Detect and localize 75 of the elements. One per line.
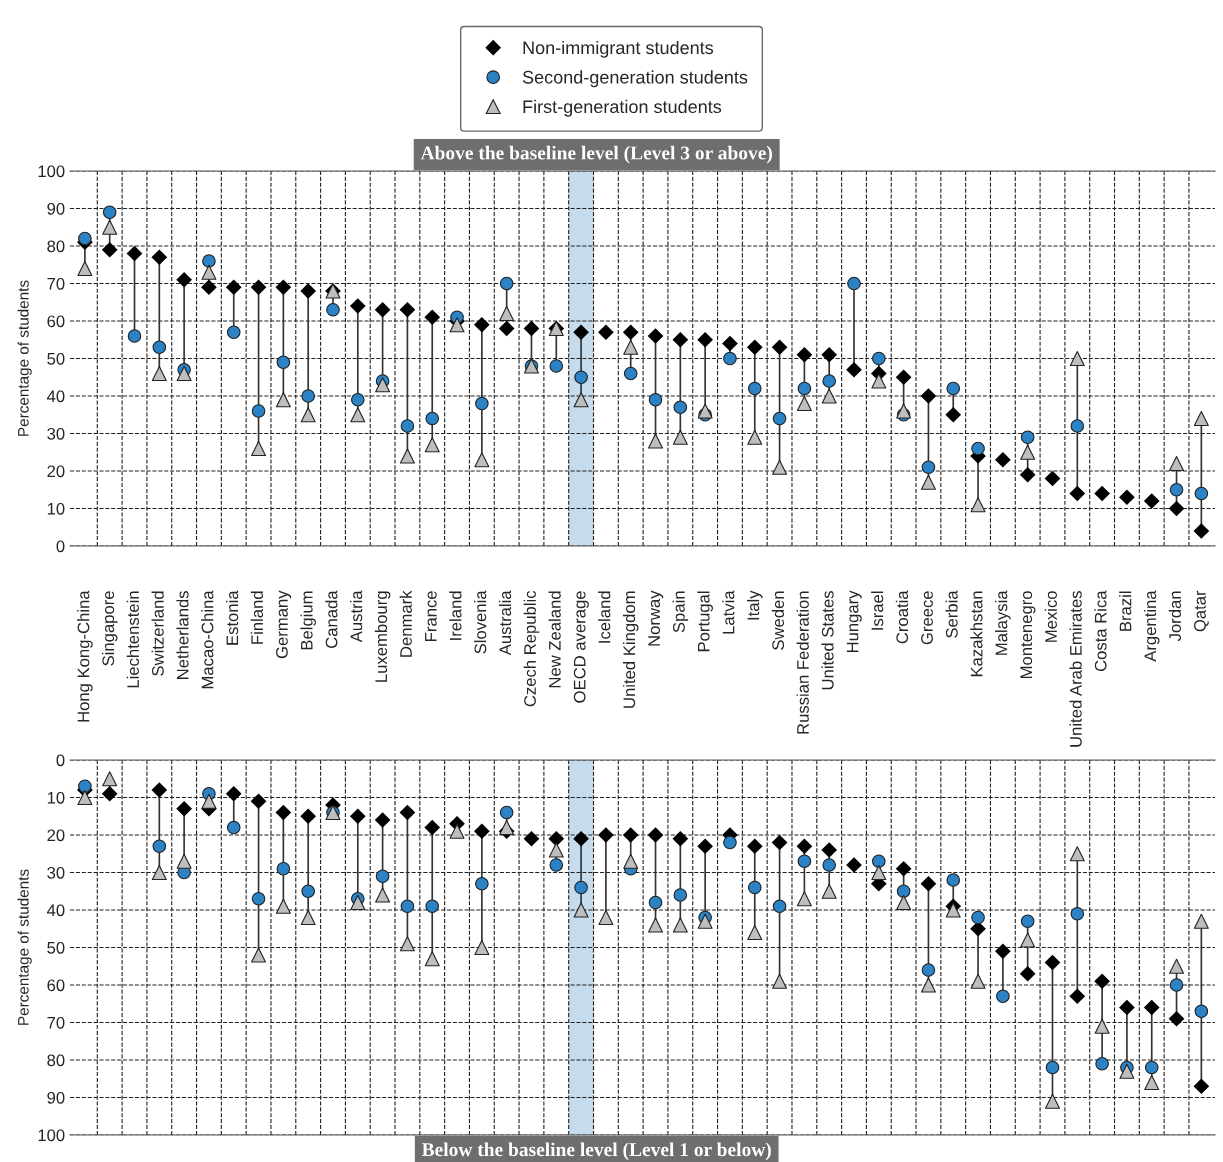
y-tick-label: 70	[47, 1016, 65, 1029]
x-tick-label: Slovenia	[474, 590, 487, 654]
y-tick-label: 60	[47, 979, 65, 992]
y-tick-label: 80	[47, 240, 65, 253]
y-tick-label: 20	[47, 829, 65, 842]
x-tick-label: Serbia	[945, 590, 958, 638]
chart-title: Above the baseline level (Level 3 or above)	[420, 145, 772, 164]
text: Below the baseline level (Level 1 or below)	[421, 1142, 771, 1161]
x-tick-label: Iceland	[598, 591, 611, 643]
legend-label: First-generation students	[523, 99, 722, 117]
x-tick-label: Germany	[276, 590, 292, 659]
x-tick-label: Finland	[250, 591, 264, 644]
y-tick-label: 70	[47, 277, 65, 290]
legend-label: Second-generation students	[522, 70, 748, 88]
y-tick-label: 40	[46, 390, 65, 403]
x-tick-label: Belgium	[300, 591, 316, 650]
x-tick-label: Denmark	[399, 590, 412, 657]
x-tick-label: France	[425, 591, 437, 641]
x-tick-label: Portugal	[697, 591, 713, 652]
x-tick-label: United Kingdom	[622, 591, 639, 708]
x-tick-label: Sweden	[771, 591, 785, 650]
x-tick-label: New Zealand	[548, 591, 561, 688]
x-tick-label: Israel	[871, 591, 884, 630]
x-tick-label: Russian Federation	[796, 591, 809, 734]
x-tick-label: Netherlands	[176, 591, 189, 679]
x-tick-label: Canada	[325, 590, 338, 648]
y-tick-label: 80	[47, 1054, 65, 1067]
x-tick-label: Switzerland	[151, 591, 164, 676]
x-tick-label: Brazil	[1119, 591, 1132, 631]
x-tick-label: Liechtenstein	[126, 591, 139, 688]
x-tick-label: Kazakhstan	[970, 591, 983, 677]
x-tick-label: OECD average	[573, 591, 589, 703]
y-tick-label: 0	[56, 540, 65, 553]
x-tick-label: Macao-China	[201, 590, 214, 689]
x-tick-label: Spain	[672, 591, 689, 633]
y-axis-title: Percentage of students	[17, 869, 32, 1025]
x-tick-label: Hong Kong-China	[77, 590, 93, 722]
y-tick-label: 50	[47, 941, 65, 954]
x-tick-label: Norway	[648, 590, 664, 646]
y-axis-title: Percentage of students	[17, 280, 32, 436]
x-tick-label: Jordan	[1168, 591, 1182, 642]
x-tick-label: Qatar	[1194, 590, 1209, 632]
x-tick-label: Austria	[350, 590, 363, 643]
x-tick-label: Greece	[921, 591, 933, 645]
y-tick-label: 30	[47, 866, 65, 879]
x-tick-label: Luxembourg	[374, 591, 391, 682]
x-tick-label: Croatia	[895, 590, 909, 644]
x-tick-label: Australia	[498, 590, 512, 656]
y-tick-label: 40	[46, 904, 65, 917]
y-tick-label: 100	[38, 1129, 65, 1142]
y-tick-label: 100	[38, 165, 65, 178]
x-tick-label: Italy	[747, 590, 763, 620]
x-tick-label: Costa Rica	[1094, 590, 1107, 672]
y-tick-label: 90	[47, 1091, 65, 1104]
x-tick-label: United Arab Emirates	[1069, 591, 1082, 747]
x-tick-label: Latvia	[722, 590, 735, 634]
legend-label: Non-immigrant students	[523, 40, 714, 58]
y-tick-label: 10	[47, 791, 65, 804]
x-tick-label: Czech Republic	[523, 590, 540, 707]
y-tick-label: 90	[47, 202, 65, 215]
x-tick-label: Ireland	[449, 591, 462, 640]
y-tick-label: 60	[47, 315, 65, 328]
y-tick-label: 30	[47, 427, 65, 440]
x-tick-label: Estonia	[225, 590, 239, 645]
x-tick-label: Hungary	[846, 590, 862, 653]
y-tick-label: 10	[47, 502, 65, 515]
x-tick-label: Argentina	[1143, 590, 1160, 662]
x-tick-label: Singapore	[101, 591, 118, 666]
x-tick-label: Montenegro	[1020, 591, 1036, 679]
x-tick-label: United States	[821, 591, 834, 690]
x-tick-label: Mexico	[1044, 591, 1057, 642]
x-tick-label: Malaysia	[995, 590, 1011, 655]
y-tick-label: 20	[47, 465, 65, 478]
y-tick-label: 50	[47, 352, 65, 365]
y-tick-label: 0	[56, 754, 65, 767]
